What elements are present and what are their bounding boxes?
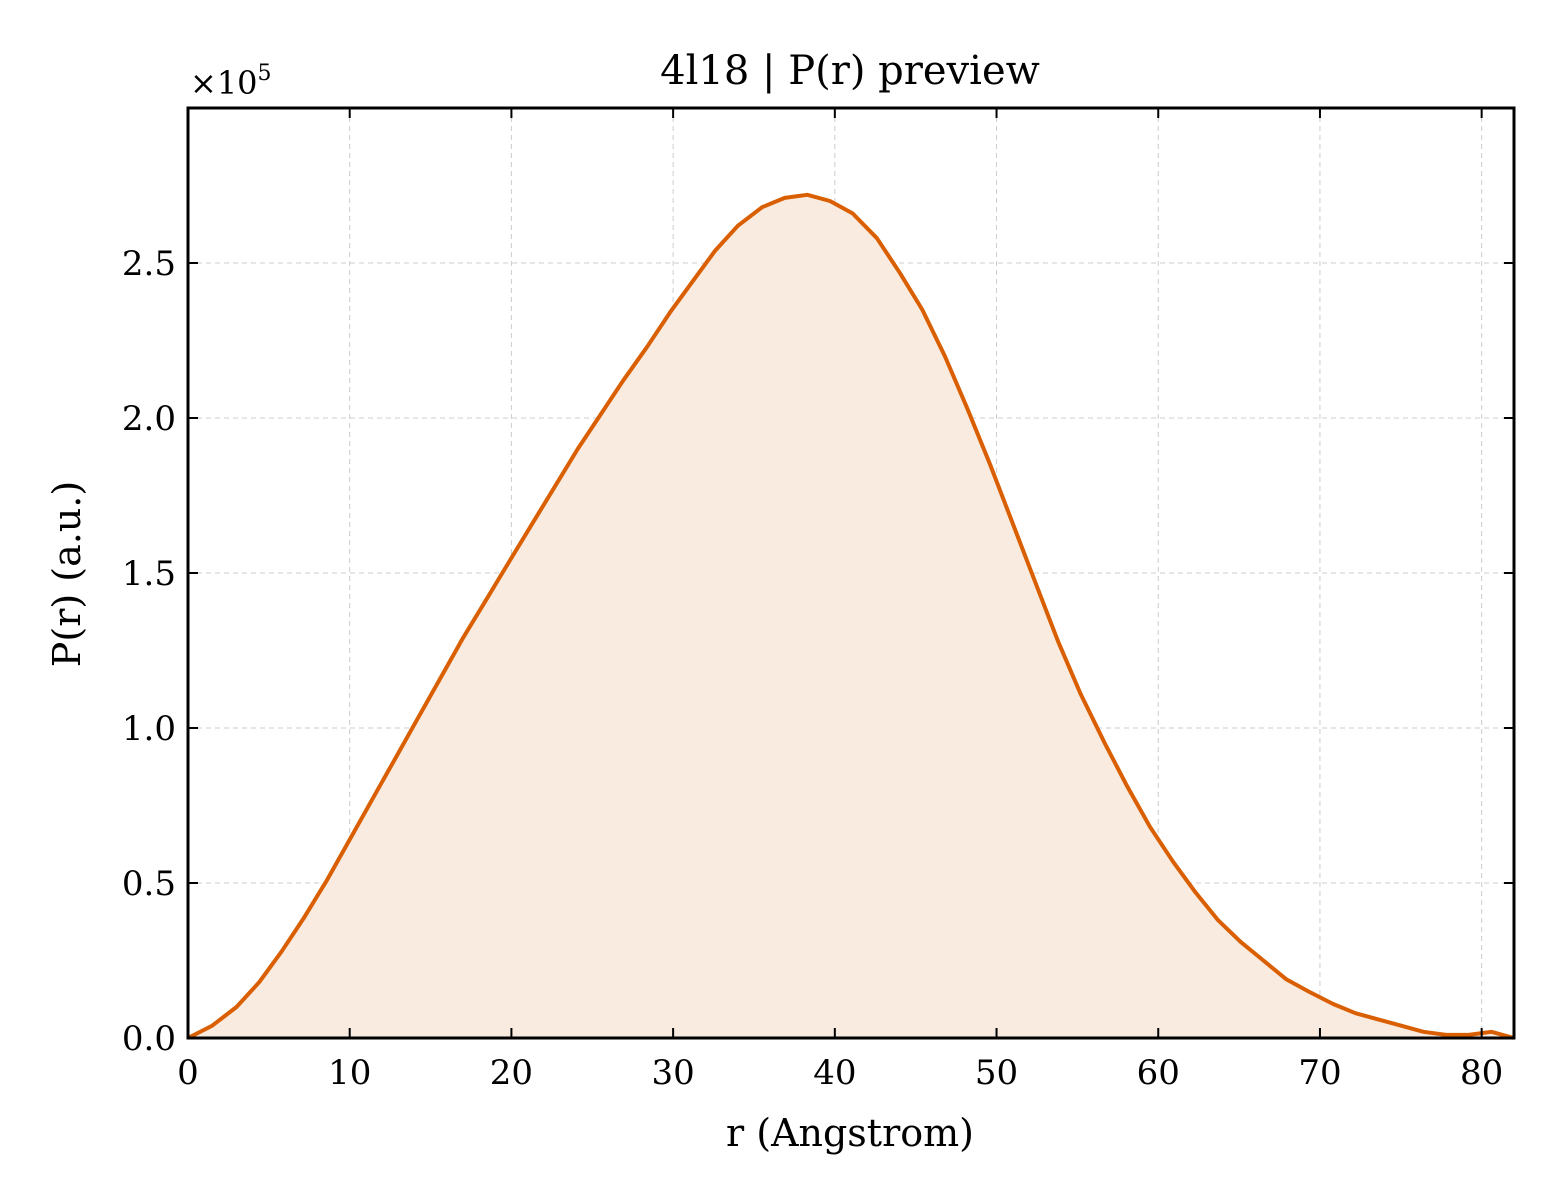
x-tick-label: 50 [975,1053,1018,1093]
x-tick-label: 30 [651,1053,694,1093]
y-multiplier-base: ×10 [190,64,258,102]
y-multiplier-exponent: 5 [258,61,272,86]
y-tick-label: 1.5 [122,554,176,594]
x-tick-label: 10 [328,1053,371,1093]
y-tick-label: 0.0 [122,1019,176,1059]
x-tick-label: 60 [1137,1053,1180,1093]
y-tick-label: 2.0 [122,399,176,439]
x-tick-label: 0 [177,1053,199,1093]
y-tick-label: 0.5 [122,864,176,904]
y-axis-title: P(r) (a.u.) [45,481,89,667]
chart-title: 4l18 | P(r) preview [660,48,1040,94]
x-axis-title: r (Angstrom) [726,1111,974,1155]
y-tick-label: 2.5 [122,244,176,284]
series-line [187,192,1515,1040]
area-fill [188,194,1514,1039]
y-axis-multiplier: ×105 [190,61,272,102]
y-tick-label: 1.0 [122,709,176,749]
x-tick-label: 70 [1298,1053,1341,1093]
x-tick-label: 80 [1460,1053,1503,1093]
x-tick-label: 20 [490,1053,533,1093]
x-tick-label: 40 [813,1053,856,1093]
plot-frame [186,106,1516,1040]
ticks: 0 10 20 30 40 50 60 70 80 0.0 0.5 1.0 1.5 2.0 2.5 [122,108,1514,1093]
